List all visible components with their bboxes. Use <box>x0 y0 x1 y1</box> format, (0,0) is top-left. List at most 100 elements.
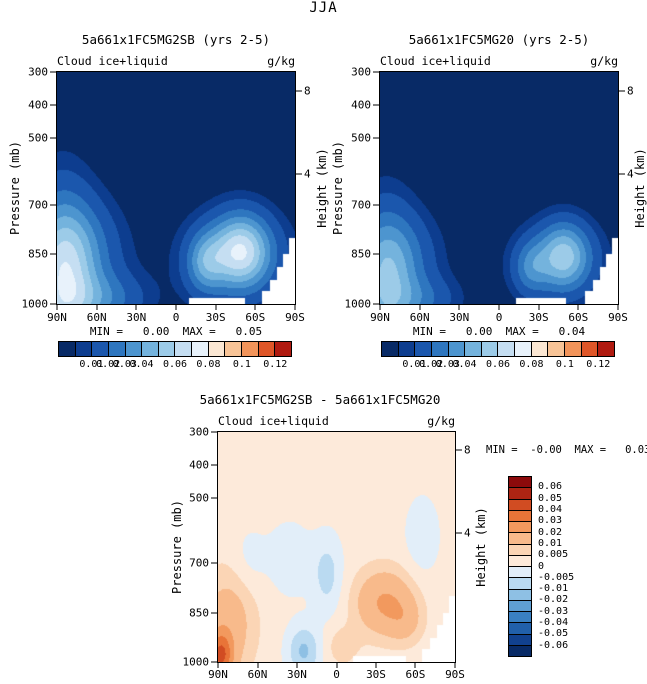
colorbar-label: 0.05 <box>538 492 563 504</box>
latitude-tick-mark <box>135 305 137 310</box>
colorbar-label: 0.02 <box>538 526 563 538</box>
colorbar-label: -0.04 <box>538 617 569 629</box>
pressure-tick-mark <box>211 612 217 614</box>
colorbar-cell <box>515 342 532 356</box>
panel-left-colorbar <box>58 341 292 357</box>
colorbar-cell <box>531 342 549 356</box>
colorbar-cell <box>431 342 449 356</box>
panel-left-pressure-axis-label: Pressure (mb) <box>8 141 22 235</box>
colorbar-label: 0.02 <box>419 359 444 370</box>
colorbar-cell <box>509 522 531 534</box>
colorbar-cell <box>509 544 531 556</box>
colorbar-cell <box>481 342 499 356</box>
latitude-tick-label: 30S <box>366 668 386 681</box>
latitude-tick-label: 90S <box>445 668 465 681</box>
latitude-tick-label: 90N <box>208 668 228 681</box>
colorbar-label: 0.06 <box>538 481 563 493</box>
colorbar-label: -0.05 <box>538 628 569 640</box>
colorbar-cell <box>59 342 76 356</box>
colorbar-cell <box>509 555 531 567</box>
colorbar-label: 0.01 <box>538 537 563 549</box>
latitude-tick-label: 60S <box>245 311 266 324</box>
panel-diff-units-label: g/kg <box>427 414 455 428</box>
panel-right-pressure-tick-labels: 300 400 500 700 850 1000 <box>331 67 372 310</box>
latitude-tick-label: 30S <box>205 311 226 324</box>
colorbar-cell <box>509 600 531 612</box>
pressure-tick-label: 300 <box>28 65 48 79</box>
pressure-tick-mark <box>373 137 379 139</box>
panel-right-pressure-axis-label: Pressure (mb) <box>331 141 345 235</box>
latitude-tick-label: 30N <box>287 668 307 681</box>
pressure-tick-label: 1000 <box>182 655 210 669</box>
latitude-tick-mark <box>538 305 540 310</box>
colorbar-cell <box>509 533 531 545</box>
panel-left-height-ticks <box>296 72 302 304</box>
colorbar-cell <box>398 342 416 356</box>
panel-diff-height-ticks <box>456 432 462 662</box>
height-tick-mark <box>619 173 625 175</box>
height-tick-label: 8 <box>464 443 471 457</box>
height-tick-mark <box>456 532 462 534</box>
latitude-tick-label: 60S <box>568 311 589 324</box>
pressure-tick-label: 700 <box>28 198 48 212</box>
pressure-tick-mark <box>373 104 379 106</box>
panel-diff-latitude-ticks <box>217 663 456 668</box>
colorbar-cell <box>548 342 566 356</box>
colorbar-cell <box>142 342 159 356</box>
height-tick-mark <box>619 90 625 92</box>
latitude-tick-label: 90N <box>47 311 67 324</box>
colorbar-cell <box>509 589 531 601</box>
colorbar-cell <box>509 634 531 646</box>
latitude-tick-label: 60N <box>247 668 268 681</box>
pressure-tick-label: 1000 <box>21 297 49 311</box>
panel-right-pressure-ticks <box>373 71 379 305</box>
latitude-tick-mark <box>294 305 296 310</box>
height-tick-label: 4 <box>304 167 311 181</box>
height-tick-mark <box>296 173 302 175</box>
panel-right-minmax: MIN = 0.00 MAX = 0.04 <box>412 325 586 338</box>
pressure-tick-mark <box>211 661 217 663</box>
latitude-tick-mark <box>577 305 579 310</box>
latitude-tick-mark <box>498 305 500 310</box>
pressure-tick-mark <box>373 71 379 73</box>
panel-left-pressure-tick-labels: 300 400 500 700 850 1000 <box>8 67 49 310</box>
pressure-tick-label: 850 <box>28 247 48 261</box>
colorbar-label: 0.1 <box>232 359 251 370</box>
colorbar-label: -0.02 <box>538 594 569 606</box>
latitude-tick-label: 30N <box>449 311 470 324</box>
latitude-tick-mark <box>257 663 258 668</box>
panel-right-variable-label: Cloud ice+liquid <box>380 54 491 68</box>
latitude-tick-mark <box>254 305 256 310</box>
colorbar-cell <box>258 342 276 356</box>
panel-left-colorbar-labels: 0.01 0.02 0.03 0.04 0.06 0.08 0.1 0.12 <box>58 360 292 372</box>
panel-diff-colorbar-labels: 0.06 0.05 0.04 0.03 0.02 0.01 0.005 0 -0.005 -0.0… <box>538 476 578 657</box>
panel-right-latitude-ticks <box>379 305 619 310</box>
colorbar-label: 0.04 <box>129 359 154 370</box>
panel-diff-pressure-ticks <box>211 431 217 663</box>
colorbar-cell <box>509 510 531 522</box>
pressure-tick-label: 400 <box>189 458 209 472</box>
panel-right-contour-field <box>380 72 618 304</box>
panel-left-latitude-tick-labels: 90N 60N 30N 0 30S 60S 90S <box>47 311 305 324</box>
panel-diff-height-axis-label: Height (km) <box>474 507 488 587</box>
colorbar-label: -0.06 <box>538 639 569 651</box>
colorbar-label: 0.005 <box>538 549 569 561</box>
height-tick-mark <box>296 90 302 92</box>
panel-right-colorbar-labels: 0.01 0.02 0.03 0.04 0.06 0.08 0.1 0.12 <box>381 360 615 372</box>
pressure-tick-mark <box>211 562 217 564</box>
pressure-tick-mark <box>373 253 379 255</box>
panel-left-contour-field <box>57 72 295 304</box>
latitude-tick-mark <box>96 305 98 310</box>
colorbar-label: 0.04 <box>452 359 477 370</box>
latitude-tick-label: 0 <box>172 311 180 324</box>
latitude-tick-label: 30S <box>528 311 549 324</box>
colorbar-label: -0.01 <box>538 583 569 595</box>
panel-right-title: 5a661x1FC5MG20 (yrs 2-5) <box>408 32 590 47</box>
colorbar-label: 0.03 <box>112 359 137 370</box>
pressure-tick-label: 700 <box>351 198 371 212</box>
colorbar-label: 0.06 <box>485 359 511 370</box>
latitude-tick-mark <box>175 305 177 310</box>
pressure-tick-mark <box>373 303 379 305</box>
panel-left-plot-frame <box>56 71 296 305</box>
